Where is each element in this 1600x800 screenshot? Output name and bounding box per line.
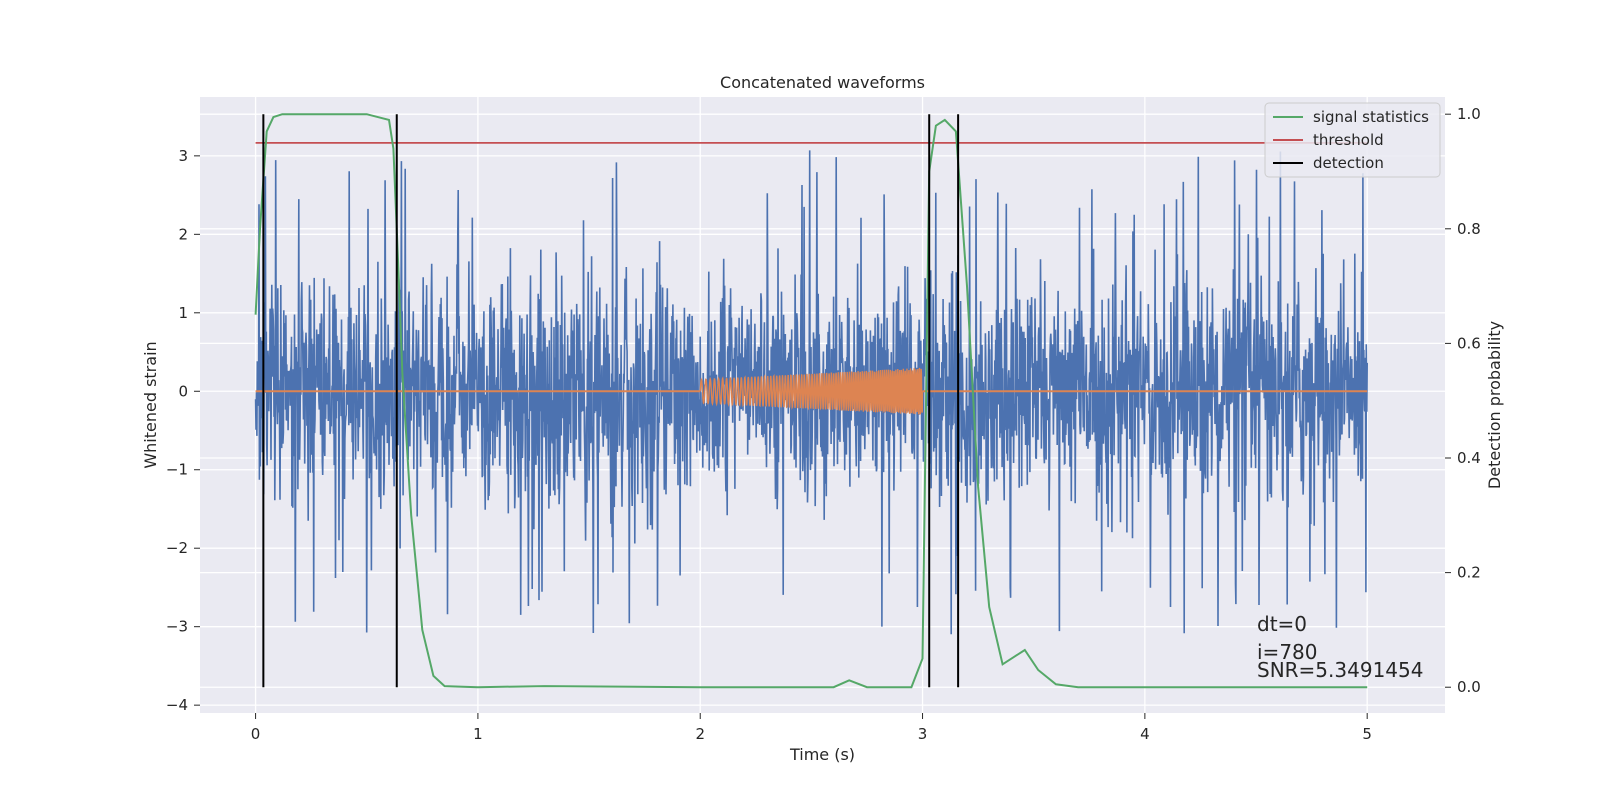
detection-series (262, 114, 960, 688)
signal-statistics-line (254, 113, 1368, 689)
y-right-tick-label: 1.0 (1457, 105, 1481, 123)
y-tick-label: −3 (166, 618, 188, 636)
annotation-snr: SNR=5.3491454 (1257, 658, 1423, 682)
y-tick-label: 1 (178, 304, 188, 322)
legend-item-signal-statistics: signal statistics (1313, 108, 1429, 126)
legend-item-threshold: threshold (1313, 131, 1384, 149)
y-right-tick-label: 0.6 (1457, 334, 1481, 352)
y-tick-label: −4 (166, 696, 188, 714)
annotation-dt: dt=0 (1257, 612, 1307, 636)
y-tick-label: −1 (166, 461, 188, 479)
y-right-tick-label: 0.4 (1457, 449, 1481, 467)
y-tick-label: 3 (178, 147, 188, 165)
legend-box (1264, 102, 1441, 178)
x-axis-label: Time (s) (789, 745, 855, 764)
waveform-chirp-series (255, 367, 1368, 415)
chart-title: Concatenated waveforms (720, 73, 925, 92)
y-tick-label: 0 (178, 382, 188, 400)
y-right-tick-label: 0.8 (1457, 220, 1481, 238)
y-axis-right-label: Detection probability (1485, 321, 1504, 489)
axes: 0 1 2 3 4 5 −4 −3 −2 −1 0 1 2 3 0.0 0.2 0.4 0.6 0.8 1.0 (166, 105, 1481, 743)
y-right-tick-label: 0.2 (1457, 564, 1481, 582)
y-right-tick-label: 0.0 (1457, 678, 1481, 696)
y-tick-label: 2 (178, 225, 188, 243)
y-tick-label: −2 (166, 539, 188, 557)
annotation-index: i=780 (1257, 640, 1318, 664)
y-axis-label: Whitened strain (141, 341, 160, 468)
x-tick-label: 4 (1140, 725, 1150, 743)
legend: signal statistics threshold detection (1264, 102, 1441, 178)
x-tick-label: 2 (695, 725, 705, 743)
x-tick-label: 5 (1362, 725, 1372, 743)
waveform-chirp-line (699, 367, 924, 415)
signal-statistics-series (254, 113, 1368, 689)
x-tick-label: 1 (473, 725, 483, 743)
strain-noise-line (254, 150, 1368, 635)
x-tick-label: 3 (918, 725, 928, 743)
strain-noise-series (254, 150, 1368, 635)
legend-item-detection: detection (1313, 154, 1384, 172)
x-tick-label: 0 (251, 725, 261, 743)
